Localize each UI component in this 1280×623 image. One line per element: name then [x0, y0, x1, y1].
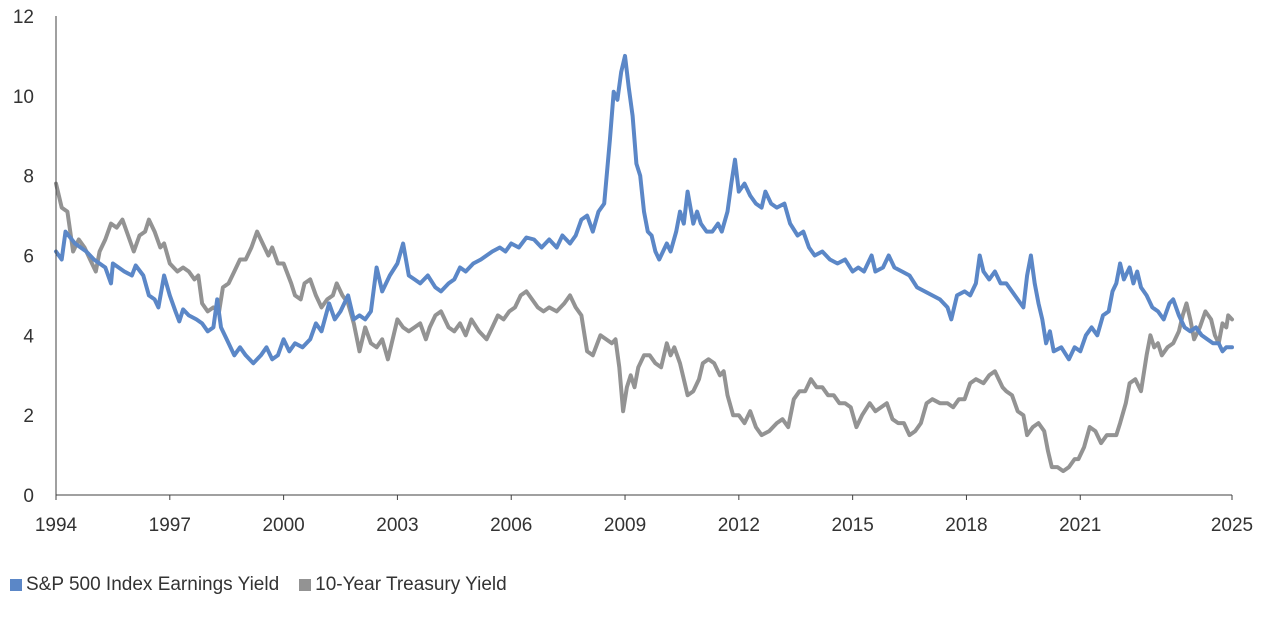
y-tick-label: 12 [13, 7, 34, 28]
x-tick-label: 2012 [718, 515, 760, 536]
series-line-treasury-yield [54, 181, 1234, 474]
legend: S&P 500 Index Earnings Yield 10-Year Tre… [10, 574, 527, 596]
legend-swatch-treasury-yield [299, 579, 312, 591]
x-tick-label: 2006 [490, 515, 532, 536]
x-tick-label: 1997 [149, 515, 191, 536]
x-tick-label: 2003 [376, 515, 418, 536]
legend-label-earnings-yield: S&P 500 Index Earnings Yield [26, 574, 280, 595]
x-tick-label: 1994 [35, 515, 78, 536]
x-tick-label: 2015 [832, 515, 874, 536]
x-tick-label: 2025 [1211, 515, 1253, 536]
y-tick-label: 10 [13, 87, 34, 108]
y-axis-ticks: 0 2 4 6 8 10 12 [13, 7, 35, 507]
series-line-earnings-yield [54, 53, 1234, 366]
x-tick-label: 2018 [945, 515, 987, 536]
y-tick-label: 6 [23, 247, 34, 268]
legend-swatch-earnings-yield [10, 579, 22, 591]
series-layer [54, 53, 1234, 474]
legend-item-treasury-yield: 10-Year Treasury Yield [299, 574, 507, 596]
legend-item-earnings-yield: S&P 500 Index Earnings Yield [10, 574, 279, 596]
x-axis-ticks: 1994 1997 2000 2003 2006 2009 2012 2015 2018 2021… [35, 495, 1253, 536]
y-tick-label: 0 [23, 486, 34, 507]
x-tick-label: 2000 [262, 515, 304, 536]
x-tick-label: 2009 [604, 515, 646, 536]
x-tick-label: 2021 [1059, 515, 1101, 536]
y-tick-label: 8 [23, 167, 34, 188]
y-tick-label: 4 [23, 326, 34, 347]
y-tick-label: 2 [23, 406, 34, 427]
legend-label-treasury-yield: 10-Year Treasury Yield [315, 574, 507, 595]
